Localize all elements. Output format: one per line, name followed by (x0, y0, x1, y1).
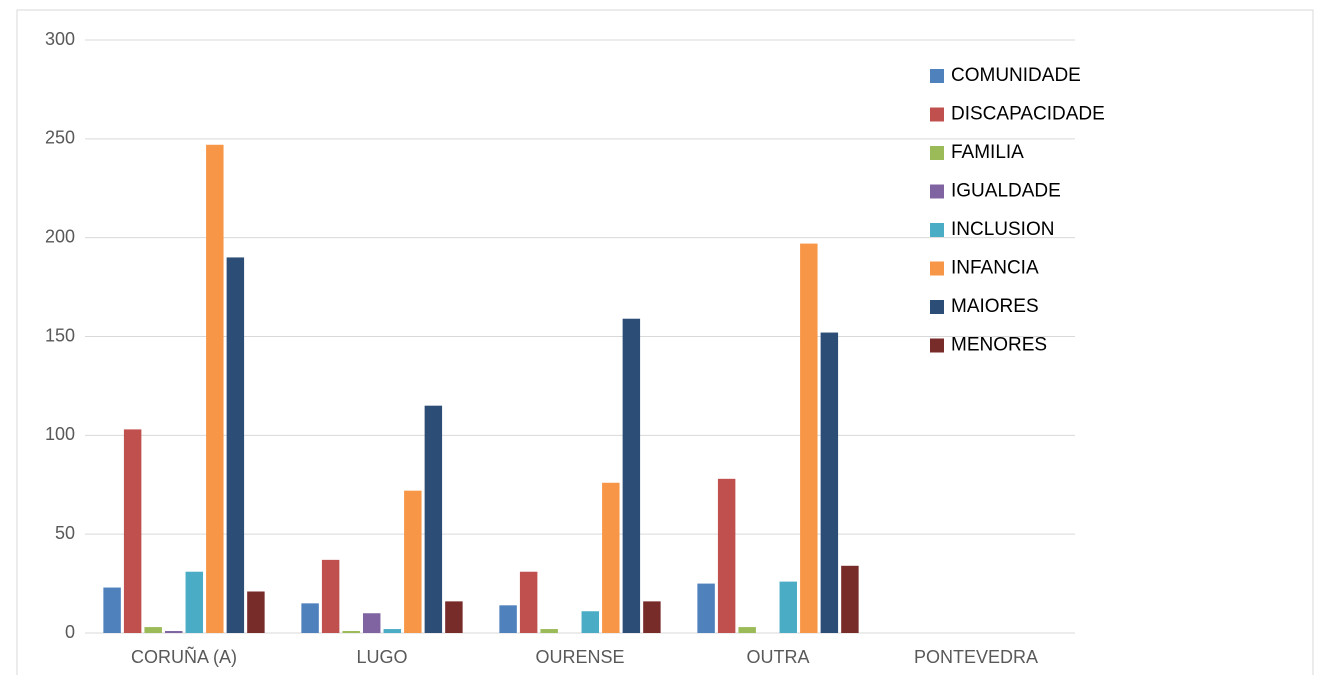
legend-swatch (930, 223, 944, 237)
legend-swatch (930, 300, 944, 314)
bar (144, 627, 162, 633)
x-tick-label: CORUÑA (A) (131, 646, 237, 667)
bar (301, 603, 319, 633)
legend-label: COMUNIDADE (951, 65, 1081, 86)
y-tick-label: 200 (45, 226, 75, 246)
bar (800, 243, 818, 633)
bar (841, 565, 859, 633)
bar (622, 318, 641, 633)
bar (123, 429, 142, 633)
bar (519, 571, 538, 633)
bar (321, 559, 340, 633)
bar (581, 611, 600, 633)
bar (206, 144, 224, 633)
bar (226, 257, 245, 633)
chart-border (16, 9, 1314, 675)
bar (362, 613, 381, 633)
legend-swatch (930, 184, 944, 199)
bar (383, 629, 402, 633)
bar (185, 571, 204, 633)
bar (164, 631, 183, 633)
bar (697, 583, 715, 633)
bar (643, 601, 661, 633)
x-tick-label: PONTEVEDRA (914, 647, 1038, 667)
legend-label: MAIORES (951, 296, 1039, 317)
legend-swatch (930, 107, 944, 122)
bar (342, 631, 360, 633)
legend-label: IGUALDADE (951, 181, 1061, 202)
legend-swatch (930, 261, 944, 276)
y-tick-label: 250 (45, 128, 75, 148)
legend-label: FAMILIA (951, 142, 1024, 163)
legend-label: INFANCIA (951, 258, 1039, 279)
bar (247, 591, 265, 633)
legend-label: INCLUSION (951, 219, 1054, 240)
y-tick-label: 0 (65, 622, 75, 642)
legend-label: MENORES (951, 335, 1047, 356)
x-tick-label: OUTRA (747, 647, 810, 667)
bar (445, 601, 463, 633)
x-tick-label: OURENSE (535, 647, 624, 667)
x-tick-label: LUGO (356, 647, 407, 667)
bar (103, 587, 121, 633)
bar (779, 581, 798, 633)
y-tick-label: 300 (45, 29, 75, 49)
y-tick-label: 100 (45, 424, 75, 444)
legend-label: DISCAPACIDADE (951, 104, 1105, 125)
bar (499, 605, 517, 633)
y-tick-label: 150 (45, 325, 75, 345)
bar (602, 482, 620, 633)
y-tick-label: 50 (55, 523, 75, 543)
bar (820, 332, 839, 633)
bar (424, 405, 443, 633)
legend-swatch (930, 338, 944, 353)
legend-swatch (930, 146, 944, 160)
bar (540, 629, 558, 633)
bar (738, 627, 756, 633)
bar (717, 478, 736, 633)
bar (404, 490, 422, 633)
legend-swatch (930, 69, 944, 83)
